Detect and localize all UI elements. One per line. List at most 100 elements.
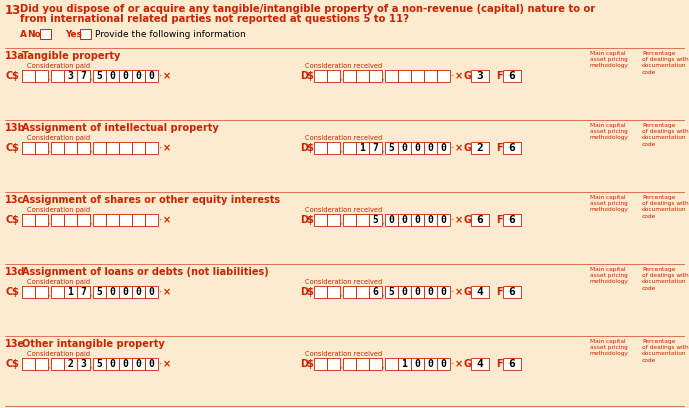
Text: 0: 0 bbox=[110, 287, 116, 297]
FancyBboxPatch shape bbox=[35, 214, 48, 226]
Text: Other intangible property: Other intangible property bbox=[22, 339, 165, 349]
FancyBboxPatch shape bbox=[369, 142, 382, 154]
Text: ·: · bbox=[159, 359, 163, 369]
Text: 3: 3 bbox=[477, 71, 484, 81]
Text: ×: × bbox=[455, 359, 463, 369]
Text: D: D bbox=[300, 143, 308, 153]
FancyBboxPatch shape bbox=[437, 142, 450, 154]
FancyBboxPatch shape bbox=[398, 286, 411, 298]
Text: ,: , bbox=[90, 361, 92, 370]
Text: 0: 0 bbox=[402, 215, 407, 225]
Text: Percentage
of dealings with
documentation
code: Percentage of dealings with documentatio… bbox=[642, 267, 688, 290]
FancyBboxPatch shape bbox=[51, 142, 64, 154]
FancyBboxPatch shape bbox=[314, 214, 327, 226]
Text: ·: · bbox=[159, 71, 163, 81]
Text: 13b: 13b bbox=[5, 123, 25, 133]
Text: ·: · bbox=[159, 215, 163, 225]
Text: ×: × bbox=[163, 143, 171, 153]
Text: 0: 0 bbox=[440, 359, 446, 369]
FancyBboxPatch shape bbox=[119, 70, 132, 82]
Text: 6: 6 bbox=[508, 71, 515, 81]
Text: D: D bbox=[300, 287, 308, 297]
FancyBboxPatch shape bbox=[385, 142, 398, 154]
Text: 7: 7 bbox=[373, 143, 378, 153]
Text: 6: 6 bbox=[508, 359, 515, 369]
FancyBboxPatch shape bbox=[424, 358, 437, 370]
Text: 0: 0 bbox=[428, 287, 433, 297]
Text: Percentage
of dealings with
documentation
code: Percentage of dealings with documentatio… bbox=[642, 51, 688, 75]
Text: ×: × bbox=[455, 71, 463, 81]
FancyBboxPatch shape bbox=[327, 214, 340, 226]
Text: ,: , bbox=[340, 73, 342, 82]
FancyBboxPatch shape bbox=[411, 358, 424, 370]
Text: Main capital
asset pricing
methodology: Main capital asset pricing methodology bbox=[590, 51, 629, 69]
FancyBboxPatch shape bbox=[424, 70, 437, 82]
Text: ·: · bbox=[451, 143, 455, 153]
Text: $: $ bbox=[11, 143, 18, 153]
Text: 6: 6 bbox=[373, 287, 378, 297]
Text: G: G bbox=[464, 359, 472, 369]
FancyBboxPatch shape bbox=[398, 358, 411, 370]
Text: 0: 0 bbox=[415, 215, 420, 225]
FancyBboxPatch shape bbox=[369, 214, 382, 226]
Text: 13e: 13e bbox=[5, 339, 25, 349]
FancyBboxPatch shape bbox=[471, 214, 489, 226]
FancyBboxPatch shape bbox=[145, 70, 158, 82]
FancyBboxPatch shape bbox=[327, 142, 340, 154]
Text: 1: 1 bbox=[402, 359, 407, 369]
Text: 0: 0 bbox=[110, 359, 116, 369]
Text: 6: 6 bbox=[508, 143, 515, 153]
FancyBboxPatch shape bbox=[385, 286, 398, 298]
FancyBboxPatch shape bbox=[503, 214, 521, 226]
Text: Consideration paid: Consideration paid bbox=[27, 351, 90, 357]
FancyBboxPatch shape bbox=[411, 142, 424, 154]
FancyBboxPatch shape bbox=[77, 358, 90, 370]
Text: 13c: 13c bbox=[5, 195, 24, 205]
Text: ×: × bbox=[163, 71, 171, 81]
Text: $: $ bbox=[306, 287, 313, 297]
Text: F: F bbox=[496, 143, 502, 153]
FancyBboxPatch shape bbox=[93, 286, 106, 298]
FancyBboxPatch shape bbox=[51, 214, 64, 226]
Text: ,: , bbox=[340, 361, 342, 370]
FancyBboxPatch shape bbox=[77, 286, 90, 298]
FancyBboxPatch shape bbox=[77, 142, 90, 154]
Text: Percentage
of dealings with
documentation
code: Percentage of dealings with documentatio… bbox=[642, 195, 688, 219]
Text: Provide the following information: Provide the following information bbox=[95, 30, 246, 39]
FancyBboxPatch shape bbox=[503, 142, 521, 154]
FancyBboxPatch shape bbox=[411, 214, 424, 226]
Text: 0: 0 bbox=[389, 215, 394, 225]
Text: 5: 5 bbox=[96, 71, 103, 81]
FancyBboxPatch shape bbox=[35, 70, 48, 82]
Text: 7: 7 bbox=[81, 71, 86, 81]
Text: 0: 0 bbox=[415, 359, 420, 369]
Text: $: $ bbox=[306, 359, 313, 369]
FancyBboxPatch shape bbox=[22, 214, 35, 226]
FancyBboxPatch shape bbox=[93, 214, 106, 226]
Text: ,: , bbox=[48, 289, 50, 298]
FancyBboxPatch shape bbox=[369, 358, 382, 370]
FancyBboxPatch shape bbox=[356, 286, 369, 298]
Text: ×: × bbox=[455, 287, 463, 297]
Text: ,: , bbox=[382, 289, 384, 298]
FancyBboxPatch shape bbox=[119, 358, 132, 370]
FancyBboxPatch shape bbox=[437, 214, 450, 226]
FancyBboxPatch shape bbox=[132, 214, 145, 226]
Text: ,: , bbox=[382, 73, 384, 82]
Text: G: G bbox=[464, 287, 472, 297]
FancyBboxPatch shape bbox=[314, 286, 327, 298]
FancyBboxPatch shape bbox=[132, 286, 145, 298]
FancyBboxPatch shape bbox=[51, 358, 64, 370]
Text: 0: 0 bbox=[136, 287, 141, 297]
FancyBboxPatch shape bbox=[369, 70, 382, 82]
FancyBboxPatch shape bbox=[471, 286, 489, 298]
Text: Main capital
asset pricing
methodology: Main capital asset pricing methodology bbox=[590, 123, 629, 140]
Text: F: F bbox=[496, 287, 502, 297]
FancyBboxPatch shape bbox=[35, 142, 48, 154]
Text: $: $ bbox=[306, 143, 313, 153]
Text: F: F bbox=[496, 215, 502, 225]
Text: 0: 0 bbox=[428, 215, 433, 225]
Text: 0: 0 bbox=[428, 359, 433, 369]
Text: Percentage
of dealings with
documentation
code: Percentage of dealings with documentatio… bbox=[642, 123, 688, 146]
FancyBboxPatch shape bbox=[106, 70, 119, 82]
